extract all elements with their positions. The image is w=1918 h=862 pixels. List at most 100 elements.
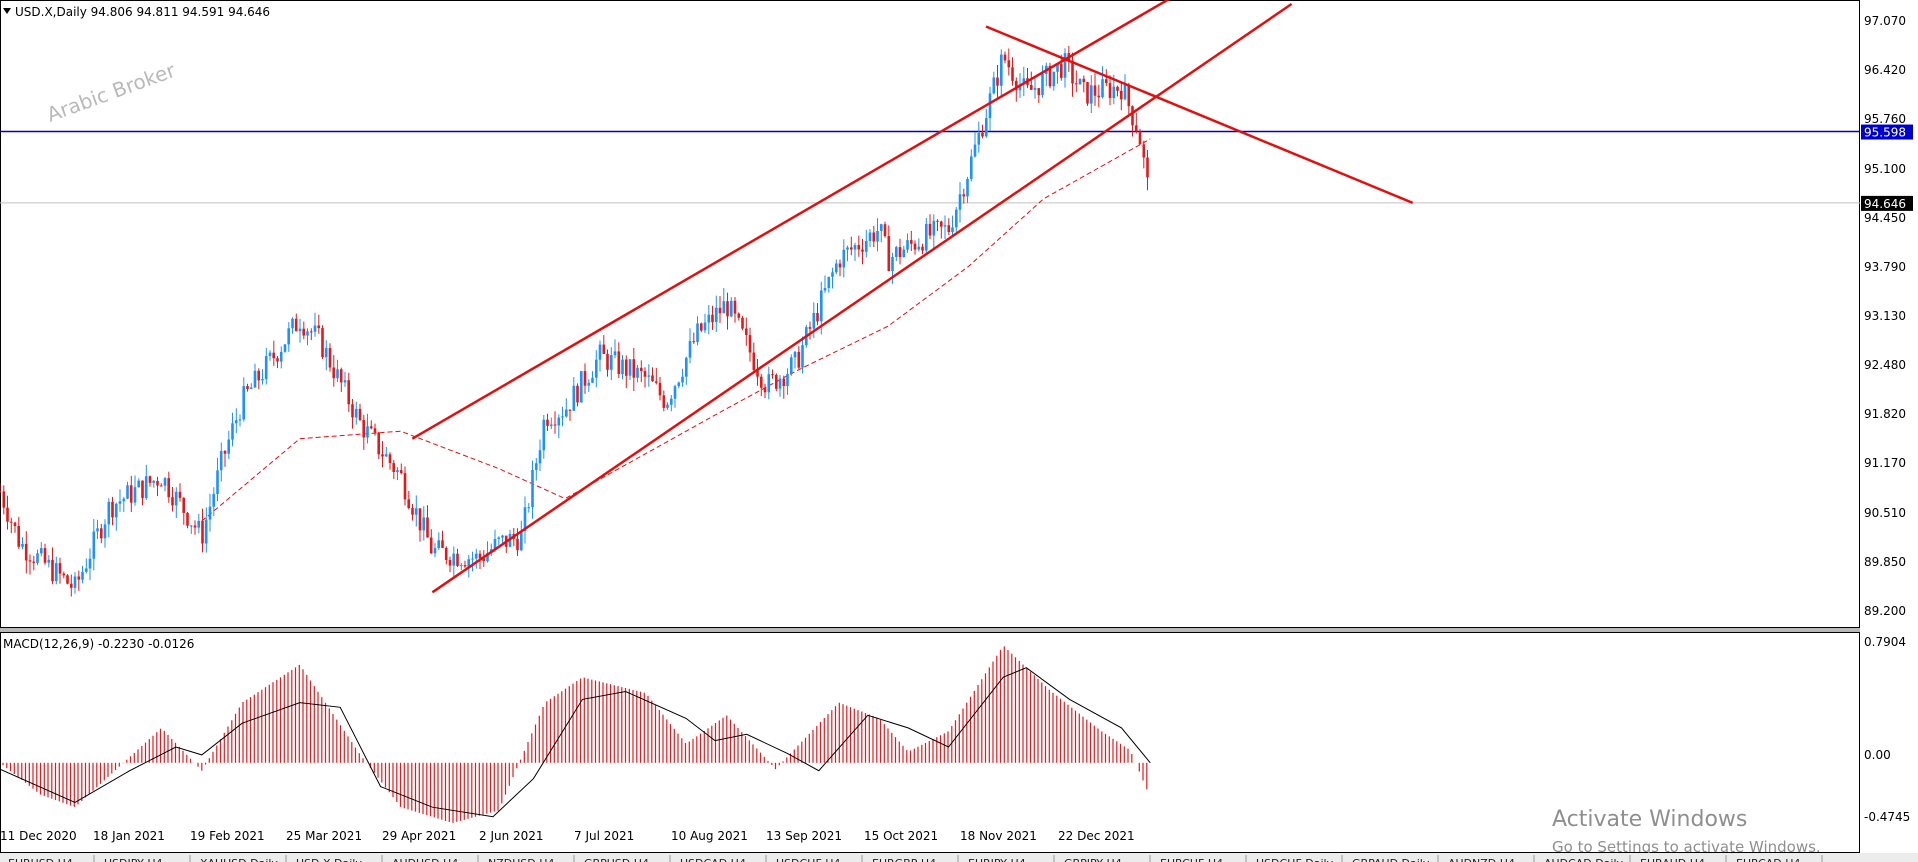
candle: [201, 508, 204, 553]
candle: [189, 525, 193, 534]
candle: [827, 276, 831, 293]
candle: [771, 369, 774, 379]
candle: [921, 243, 924, 255]
candle: [576, 383, 579, 407]
candle: [1060, 54, 1063, 81]
tab-audusd-h4[interactable]: AUDUSD,H4: [392, 855, 479, 862]
tab-gbpusd-h4[interactable]: GBPUSD,H4: [584, 855, 671, 862]
candle: [587, 379, 591, 392]
candle: [107, 498, 111, 538]
candle: [216, 457, 219, 502]
date-tick: 10 Aug 2021: [671, 829, 748, 843]
price-tick: 93.130: [1864, 309, 1906, 323]
tab-euraud-h4[interactable]: EURAUD,H4: [1640, 855, 1727, 862]
candle: [261, 369, 264, 385]
candle: [298, 318, 302, 343]
candle: [722, 288, 726, 314]
trendline-resistance[interactable]: [985, 25, 1414, 205]
candle: [249, 383, 253, 390]
candle: [58, 557, 62, 584]
candle: [381, 441, 384, 468]
candle: [681, 368, 684, 387]
candle: [100, 524, 103, 544]
activate-windows-title: Activate Windows: [1552, 807, 1747, 832]
candle: [966, 176, 969, 203]
candle: [1007, 48, 1011, 76]
candle: [838, 259, 842, 277]
candle: [403, 466, 407, 506]
candle: [70, 574, 73, 597]
candle: [1105, 69, 1108, 87]
tab-gbpjpy-h4[interactable]: GBPJPY,H4: [1064, 855, 1151, 862]
tab-xauusd-daily[interactable]: XAUUSD,Daily: [200, 855, 287, 862]
candle: [685, 356, 688, 385]
candle: [696, 316, 699, 346]
date-tick: 22 Dec 2021: [1058, 829, 1135, 843]
candle: [606, 349, 609, 377]
candle: [535, 458, 538, 481]
triangle-down-icon[interactable]: [3, 8, 11, 14]
date-axis: 11 Dec 2020 18 Jan 2021 19 Feb 2021 25 M…: [0, 829, 1135, 843]
tab-audcad-daily[interactable]: AUDCAD,Daily: [1544, 855, 1631, 862]
macd-pane-frame: [0, 632, 1860, 853]
candle: [703, 313, 707, 334]
tab-usdcad-h4[interactable]: USDCAD,H4: [680, 855, 767, 862]
candle: [384, 447, 388, 458]
svg-text:EURUSD,H4: EURUSD,H4: [8, 857, 73, 862]
candle: [973, 131, 977, 158]
candle: [790, 354, 793, 376]
pane-separator[interactable]: [0, 628, 1860, 632]
date-tick: 11 Dec 2020: [0, 829, 77, 843]
candle: [951, 215, 954, 235]
candle: [1101, 66, 1104, 99]
svg-text:95.598: 95.598: [1864, 126, 1906, 140]
candle: [174, 487, 178, 518]
candle: [471, 551, 474, 572]
tab-eurusd-h4[interactable]: EURUSD,H4: [8, 855, 95, 862]
price-tick: 90.510: [1864, 506, 1906, 520]
svg-text:AUDUSD,H4: AUDUSD,H4: [392, 857, 458, 862]
tab-eurgbp-h4[interactable]: EURGBP,H4: [872, 855, 959, 862]
candle: [1000, 49, 1003, 97]
candle: [760, 373, 763, 397]
candle: [354, 401, 358, 425]
candle: [985, 108, 988, 138]
candle: [1090, 75, 1093, 113]
candle: [366, 413, 369, 444]
tab-usd-x-daily[interactable]: USD.X,Daily: [296, 855, 383, 862]
tab-usdchf-h4[interactable]: USDCHF,H4: [776, 855, 863, 862]
candle: [1082, 75, 1086, 93]
svg-text:EURAUD,H4: EURAUD,H4: [1640, 857, 1705, 862]
candle: [775, 373, 778, 392]
candle: [928, 214, 932, 240]
trendline-channel_upper[interactable]: [411, 0, 1199, 440]
tab-eurcad-h4[interactable]: EURCAD,H4: [1736, 855, 1823, 862]
candle: [861, 239, 864, 265]
candle: [111, 496, 114, 526]
candle: [47, 555, 51, 568]
tab-usdjpy-h4[interactable]: USDJPY,H4: [104, 855, 191, 862]
candle: [212, 487, 215, 517]
tab-gbpaud-daily[interactable]: GBPAUD,Daily: [1352, 855, 1439, 862]
tab-eurjpy-h4[interactable]: EURJPY,H4: [968, 855, 1055, 862]
macd-tick: 0.00: [1864, 748, 1891, 762]
candle: [887, 225, 891, 272]
tab-strip-tabs[interactable]: EURUSD,H4 USDJPY,H4 XAUUSD,Daily USD.X,Dail…: [8, 855, 1823, 862]
candle: [115, 502, 118, 531]
trendlines-layer[interactable]: [411, 0, 1414, 594]
candle: [339, 367, 343, 392]
tab-nzdusd-h4[interactable]: NZDUSD,H4: [488, 855, 575, 862]
tab-audnzd-h4[interactable]: AUDNZD,H4: [1448, 855, 1535, 862]
candle: [666, 402, 669, 410]
tab-usdchf-daily[interactable]: USDCHF,Daily: [1256, 855, 1343, 862]
symbol-header: USD.X,Daily 94.806 94.811 94.591 94.646: [15, 5, 270, 19]
tab-eurchf-h4[interactable]: EURCHF,H4: [1160, 855, 1247, 862]
candle: [561, 406, 564, 427]
candle: [850, 236, 853, 256]
candle: [448, 556, 452, 573]
candle: [763, 383, 767, 399]
macd-layer: [0, 646, 1151, 823]
candle: [996, 65, 999, 98]
trendline-channel_lower[interactable]: [431, 2, 1293, 594]
